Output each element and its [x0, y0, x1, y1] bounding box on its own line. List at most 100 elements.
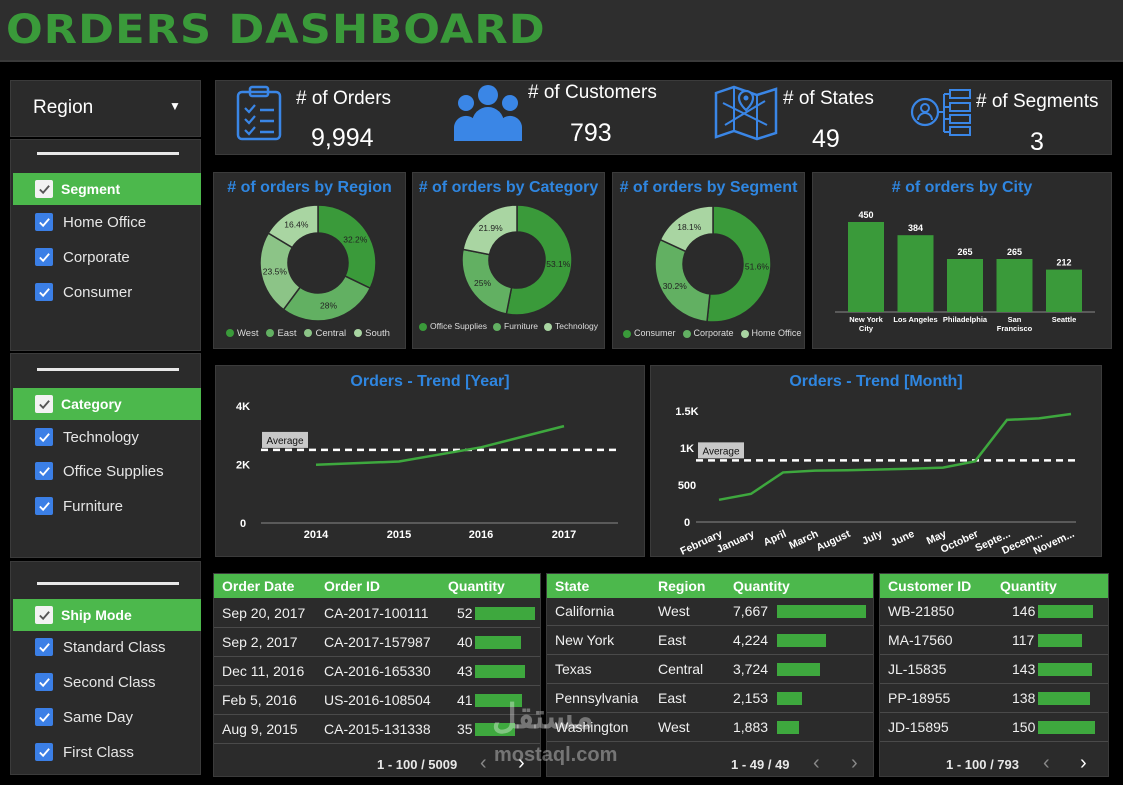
region-cell: West: [658, 719, 690, 735]
checkbox-checked-icon[interactable]: [35, 743, 53, 761]
order-date-cell: Sep 20, 2017: [222, 605, 306, 621]
table-row[interactable]: MA-17560 117: [880, 626, 1108, 655]
segment-option-consumer[interactable]: Consumer: [35, 283, 132, 301]
segment-option-home-office[interactable]: Home Office: [35, 213, 146, 231]
legend-item[interactable]: East: [266, 328, 296, 339]
legend-label: East: [277, 328, 297, 339]
checkbox-checked-icon[interactable]: [35, 395, 53, 413]
table-row[interactable]: Feb 5, 2016 US-2016-108504 41: [214, 686, 540, 715]
states-table: State Region Quantity California West 7,66…: [546, 573, 874, 777]
chart-legend: West East Central South: [226, 328, 390, 339]
checkbox-checked-icon[interactable]: [35, 248, 53, 266]
donut-slice[interactable]: [505, 204, 573, 316]
table-row[interactable]: JL-15835 143: [880, 655, 1108, 684]
donut-slice[interactable]: [462, 204, 518, 256]
column-header[interactable]: Customer ID: [888, 578, 972, 594]
table-row[interactable]: Sep 2, 2017 CA-2017-157987 40: [214, 628, 540, 657]
category-option-furniture[interactable]: Furniture: [35, 497, 123, 515]
donut-slice[interactable]: [706, 205, 772, 323]
checkbox-checked-icon[interactable]: [35, 497, 53, 515]
column-header[interactable]: Quantity: [733, 578, 790, 594]
option-label: Technology: [63, 428, 139, 446]
table-row[interactable]: PP-18955 138: [880, 684, 1108, 713]
divider: [37, 582, 179, 585]
next-page-icon[interactable]: ›: [851, 752, 858, 774]
quantity-bar: [475, 694, 523, 707]
table-row[interactable]: Sep 20, 2017 CA-2017-100111 52: [214, 599, 540, 628]
checkbox-checked-icon[interactable]: [35, 606, 53, 624]
bar[interactable]: [1046, 269, 1082, 312]
previous-page-icon[interactable]: ‹: [480, 752, 487, 774]
donut-slice[interactable]: [654, 238, 711, 323]
legend-label: Office Supplies: [430, 321, 488, 331]
checkbox-checked-icon[interactable]: [35, 213, 53, 231]
column-header[interactable]: Order Date: [222, 578, 295, 594]
category-select-all[interactable]: Category: [13, 388, 201, 420]
checkbox-checked-icon[interactable]: [35, 283, 53, 301]
category-donut-chart: 53.1% 25% 21.9%: [461, 204, 573, 316]
column-header[interactable]: Region: [658, 578, 706, 594]
quantity-bar: [777, 721, 799, 734]
shipmode-select-all[interactable]: Ship Mode: [13, 599, 201, 631]
segment-select-all[interactable]: Segment: [13, 173, 201, 205]
column-header[interactable]: State: [555, 578, 590, 594]
donut-slice[interactable]: [282, 275, 372, 322]
checkbox-checked-icon[interactable]: [35, 638, 53, 656]
region-dropdown[interactable]: Region ▼: [10, 80, 201, 137]
slice-label: 21.9%: [479, 223, 504, 233]
option-label: Second Class: [63, 673, 156, 691]
checkbox-checked-icon[interactable]: [35, 428, 53, 446]
trend-line[interactable]: [718, 412, 1072, 502]
legend-item[interactable]: Corporate: [682, 328, 734, 338]
table-row[interactable]: Dec 11, 2016 CA-2016-165330 43: [214, 657, 540, 686]
table-row[interactable]: WB-21850 146: [880, 597, 1108, 626]
legend-item[interactable]: Consumer: [623, 328, 676, 338]
bar[interactable]: [848, 222, 884, 312]
donut-slice[interactable]: [267, 204, 319, 249]
checkbox-checked-icon[interactable]: [35, 673, 53, 691]
legend-label: Furniture: [504, 321, 539, 331]
table-row[interactable]: JD-15895 150: [880, 713, 1108, 742]
shipmode-option-second-class[interactable]: Second Class: [35, 673, 156, 691]
column-header[interactable]: Quantity: [1000, 578, 1057, 594]
legend-item[interactable]: Central: [304, 328, 346, 339]
legend-item[interactable]: Office Supplies: [419, 321, 487, 331]
previous-page-icon[interactable]: ‹: [813, 752, 820, 774]
legend-item[interactable]: South: [354, 328, 390, 339]
category-option-office-supplies[interactable]: Office Supplies: [35, 462, 164, 480]
shipmode-option-first-class[interactable]: First Class: [35, 743, 134, 761]
table-row[interactable]: Washington West 1,883: [547, 713, 873, 742]
shipmode-option-same-day[interactable]: Same Day: [35, 708, 133, 726]
column-header[interactable]: Quantity: [448, 578, 505, 594]
previous-page-icon[interactable]: ‹: [1043, 752, 1050, 774]
quantity-bar: [475, 665, 525, 678]
table-row[interactable]: New York East 4,224: [547, 626, 873, 655]
bar[interactable]: [996, 259, 1033, 312]
bar[interactable]: [897, 235, 934, 312]
quantity-cell: 41: [457, 692, 473, 708]
legend-item[interactable]: West: [226, 328, 258, 339]
column-header[interactable]: Order ID: [324, 578, 381, 594]
x-tick-label: 2016: [469, 529, 493, 541]
table-row[interactable]: Aug 9, 2015 CA-2015-131338 35: [214, 715, 540, 744]
state-cell: Pennsylvania: [555, 690, 639, 706]
bar[interactable]: [947, 259, 983, 312]
shipmode-option-standard-class[interactable]: Standard Class: [35, 638, 166, 656]
table-row[interactable]: Texas Central 3,724: [547, 655, 873, 684]
legend-item[interactable]: Home Office: [740, 328, 801, 338]
checkbox-checked-icon[interactable]: [35, 708, 53, 726]
table-row[interactable]: California West 7,667: [547, 597, 873, 626]
option-label: Corporate: [63, 248, 130, 266]
checkbox-checked-icon[interactable]: [35, 180, 53, 198]
table-row[interactable]: Pennsylvania East 2,153: [547, 684, 873, 713]
category-option-technology[interactable]: Technology: [35, 428, 139, 446]
donut-slice[interactable]: [659, 205, 714, 253]
checkbox-checked-icon[interactable]: [35, 462, 53, 480]
next-page-icon[interactable]: ›: [1080, 752, 1087, 774]
legend-item[interactable]: Furniture: [493, 321, 538, 331]
trend-line[interactable]: [315, 424, 565, 466]
donut-slice[interactable]: [317, 204, 377, 290]
segment-option-corporate[interactable]: Corporate: [35, 248, 130, 266]
next-page-icon[interactable]: ›: [518, 752, 525, 774]
legend-item[interactable]: Technology: [544, 321, 598, 331]
